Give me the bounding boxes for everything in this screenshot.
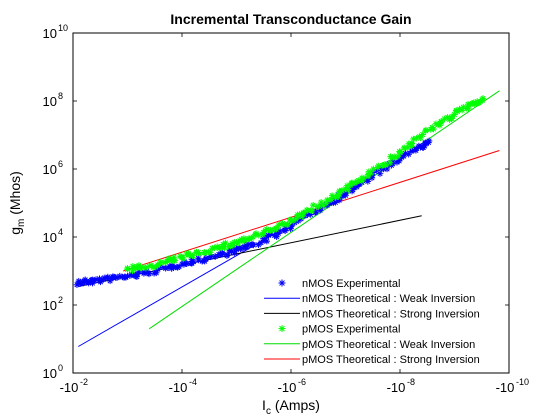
series-markers-pmos-experimental	[124, 95, 487, 275]
y-axis-label-main: g	[7, 227, 23, 235]
legend-item-nmos-theoretical-weak-inversion: nMOS Theoretical : Weak Inversion	[264, 293, 475, 305]
legend-label: nMOS Theoretical : Strong Inversion	[302, 308, 480, 320]
y-axis-label: gm (Mhos)	[7, 171, 27, 235]
data-point	[207, 249, 214, 256]
y-tick-label: 10	[43, 298, 57, 313]
x-tick-label: -10	[169, 380, 188, 395]
x-tick-exponent: -6	[298, 377, 306, 387]
y-tick-exponent: 0	[58, 363, 63, 373]
data-point	[145, 270, 153, 278]
data-point	[190, 258, 197, 265]
data-point	[171, 257, 179, 264]
data-point	[422, 126, 430, 134]
series-layer	[73, 90, 500, 347]
legend-item-pmos-theoretical-weak-inversion: pMOS Theoretical : Weak Inversion	[264, 339, 475, 351]
legend-box	[262, 268, 496, 367]
x-axis-label-main: I	[262, 397, 266, 413]
data-point	[207, 253, 214, 260]
legend-marker	[278, 279, 286, 287]
legend-label: nMOS Theoretical : Weak Inversion	[302, 293, 475, 305]
data-point	[376, 170, 384, 177]
data-point	[417, 134, 424, 142]
y-tick-label: 10	[43, 26, 57, 41]
legend-label: pMOS Theoretical : Strong Inversion	[302, 354, 480, 366]
data-point	[308, 207, 316, 214]
data-point	[202, 255, 210, 263]
x-tick-exponent: -8	[407, 377, 415, 387]
legend: nMOS Experimental nMOS Theoretical : Weak…	[262, 268, 496, 367]
series-markers-nmos-experimental	[73, 137, 433, 288]
y-tick-label: 10	[43, 230, 57, 245]
legend-item-pmos-theoretical-strong-inversion: pMOS Theoretical : Strong Inversion	[264, 354, 480, 366]
legend-item-nmos-experimental: nMOS Experimental	[278, 278, 400, 290]
y-axis-label-subscript: m	[16, 219, 27, 227]
data-point	[255, 232, 262, 239]
data-point	[408, 139, 415, 147]
legend-item-pmos-experimental: pMOS Experimental	[278, 324, 400, 336]
data-point	[328, 192, 336, 199]
x-tick-exponent: -10	[516, 377, 529, 387]
data-point	[223, 251, 231, 258]
data-point	[381, 161, 389, 168]
y-tick-label: 10	[43, 162, 57, 177]
data-point	[273, 225, 280, 233]
x-axis-label: Ic (Amps)	[262, 397, 320, 417]
legend-label: pMOS Theoretical : Weak Inversion	[302, 339, 475, 351]
series-line-pmos-theoretical-weak-inversion	[148, 90, 500, 330]
data-point	[196, 250, 203, 258]
x-tick-label: -10	[496, 380, 515, 395]
data-point	[263, 237, 271, 245]
y-tick-exponent: 2	[58, 295, 63, 305]
data-point	[180, 255, 187, 263]
legend-item-nmos-theoretical-strong-inversion: nMOS Theoretical : Strong Inversion	[264, 308, 480, 320]
data-point	[137, 264, 144, 272]
data-point	[370, 165, 377, 173]
y-tick-exponent: 6	[58, 159, 63, 169]
y-tick-exponent: 10	[58, 23, 68, 33]
x-tick-exponent: -4	[189, 377, 197, 387]
legend-label: pMOS Experimental	[302, 324, 400, 336]
data-point	[218, 249, 226, 257]
x-tick-label: -10	[387, 380, 406, 395]
x-axis-label-subscript: c	[266, 406, 271, 417]
data-point	[317, 198, 325, 206]
y-tick-exponent: 8	[58, 91, 63, 101]
data-point	[479, 95, 487, 102]
y-tick-label: 10	[43, 94, 57, 109]
y-axis-label-unit: (Mhos)	[7, 171, 23, 218]
x-axis-label-unit: (Amps)	[271, 397, 320, 413]
legend-label: nMOS Experimental	[302, 278, 400, 290]
x-tick-label: -10	[278, 380, 297, 395]
data-point	[425, 139, 432, 146]
data-point	[124, 264, 131, 272]
legend-marker	[278, 325, 286, 333]
x-tick-exponent: -2	[80, 377, 88, 387]
data-point	[315, 203, 322, 210]
chart-title: Incremental Transconductance Gain	[170, 11, 411, 27]
data-point	[386, 159, 394, 166]
x-tick-label: -10	[60, 380, 79, 395]
data-point	[396, 148, 404, 156]
y-tick-exponent: 4	[58, 227, 63, 237]
y-tick-label: 10	[43, 366, 57, 381]
data-point	[367, 169, 375, 177]
